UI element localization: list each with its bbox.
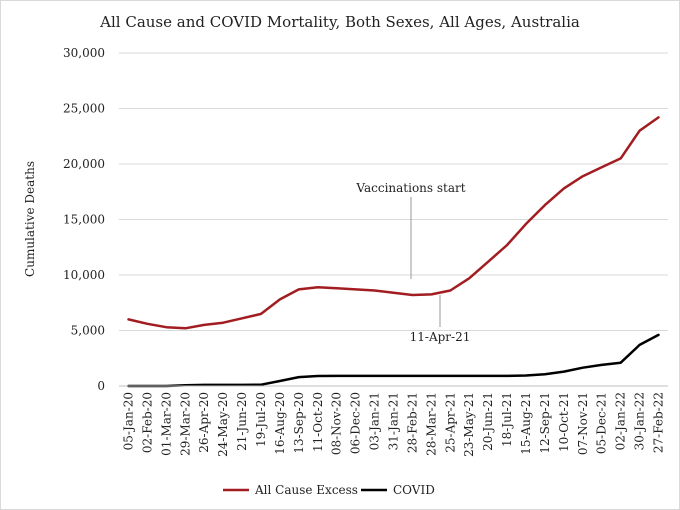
x-tick-label: 06-Dec-20 [349, 392, 363, 454]
x-tick-label: 18-Jul-21 [500, 392, 514, 447]
series-line-all-cause-excess [127, 116, 660, 330]
y-tick-label: 10,000 [63, 268, 105, 282]
x-tick-label: 24-May-20 [216, 392, 230, 457]
series-line-covid [127, 333, 660, 388]
x-tick-label: 02-Jan-22 [614, 392, 628, 450]
x-tick-label: 26-Apr-20 [197, 392, 211, 453]
x-tick-label: 28-Mar-21 [424, 392, 438, 456]
x-tick-label: 19-Jul-20 [254, 392, 268, 447]
gridlines [119, 52, 668, 331]
y-tick-label: 5,000 [71, 324, 105, 338]
y-tick-label: 15,000 [63, 213, 105, 227]
x-tick-label: 07-Nov-21 [576, 392, 590, 455]
x-tick-label: 27-Feb-22 [652, 392, 666, 453]
series-lines [127, 116, 660, 388]
y-tick-label: 25,000 [63, 102, 105, 116]
legend-label: COVID [393, 483, 435, 497]
y-tick-label: 30,000 [63, 46, 105, 60]
x-tick-label: 25-Apr-21 [443, 392, 457, 453]
x-tick-label: 29-Mar-20 [178, 392, 192, 456]
x-tick-label: 15-Aug-21 [519, 392, 533, 455]
annotations: Vaccinations start 11-Apr-21 [355, 181, 470, 344]
y-tick-label: 0 [97, 379, 105, 393]
x-tick-label: 16-Aug-20 [273, 392, 287, 455]
x-tick-label: 12-Sep-21 [538, 392, 552, 454]
legend: All Cause Excess COVID [223, 483, 435, 497]
y-tick-label: 20,000 [63, 157, 105, 171]
x-tick-label: 30-Jan-22 [633, 392, 647, 450]
x-tick-labels: 05-Jan-20 02-Feb-20 01-Mar-20 29-Mar-20 26-A… [121, 392, 665, 457]
x-tick-label: 08-Nov-20 [330, 392, 344, 455]
x-tick-label: 01-Mar-20 [159, 392, 173, 456]
x-tick-label: 03-Jan-21 [368, 392, 382, 450]
x-tick-label: 11-Oct-20 [311, 392, 325, 452]
x-tick-label: 28-Feb-21 [405, 392, 419, 453]
x-tick-label: 10-Oct-21 [557, 392, 571, 452]
y-tick-labels: 0 5,000 10,000 15,000 20,000 25,000 30,000 [63, 46, 105, 393]
chart-title: All Cause and COVID Mortality, Both Sexe… [99, 13, 580, 31]
x-tick-label: 21-Jun-20 [235, 392, 249, 451]
x-tick-label: 05-Dec-21 [595, 392, 609, 454]
annotation-vaccinations-start: Vaccinations start [355, 181, 465, 195]
annotation-date: 11-Apr-21 [410, 330, 471, 344]
x-tick-label: 02-Feb-20 [140, 392, 154, 453]
legend-label: All Cause Excess [254, 483, 358, 497]
x-tick-label: 23-May-21 [462, 392, 476, 457]
y-axis-label: Cumulative Deaths [23, 161, 37, 277]
x-tick-label: 31-Jan-21 [387, 392, 401, 450]
x-tick-label: 20-Jun-21 [481, 392, 495, 451]
x-tick-label: 05-Jan-20 [121, 392, 135, 450]
x-tick-label: 13-Sep-20 [292, 392, 306, 454]
